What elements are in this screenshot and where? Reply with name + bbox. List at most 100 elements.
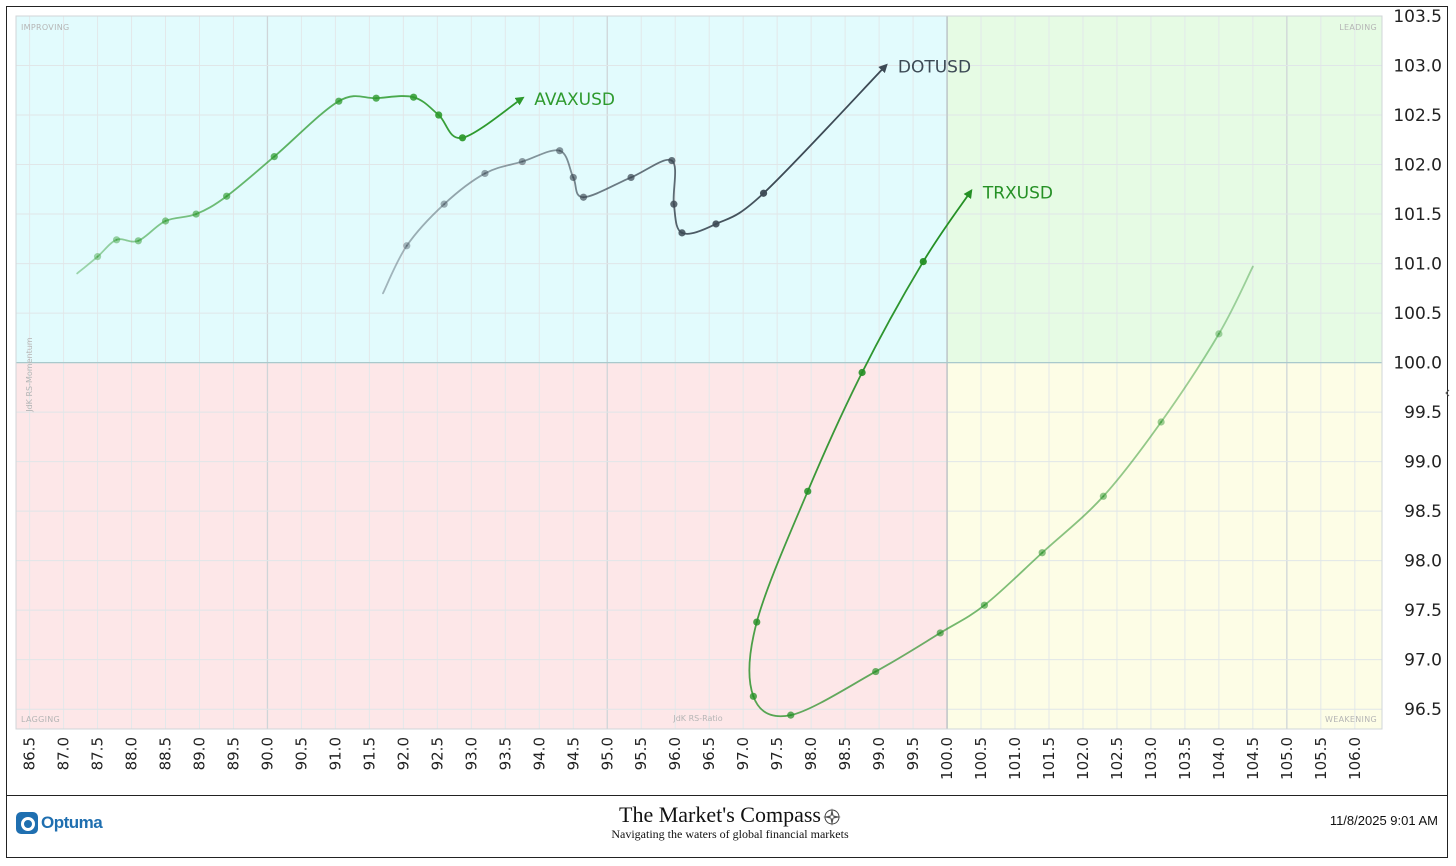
x-tick-label: 106.0	[1346, 737, 1364, 780]
data-point[interactable]	[435, 111, 443, 119]
tail-segment	[752, 695, 792, 718]
data-point[interactable]	[1038, 549, 1046, 557]
rrg-chart[interactable]: IMPROVING LEADING LAGGING WEAKENING JdK …	[0, 0, 1456, 796]
footer-divider	[6, 795, 1448, 796]
data-point[interactable]	[440, 200, 448, 208]
data-point[interactable]	[569, 173, 577, 182]
data-point[interactable]	[372, 94, 380, 102]
x-tick-label: 91.0	[326, 737, 344, 770]
x-tick-label: 89.0	[190, 737, 208, 770]
quadrant-label-improving: IMPROVING	[21, 23, 70, 32]
x-tick-label: 86.5	[21, 737, 39, 770]
data-point[interactable]	[192, 210, 200, 218]
quadrant-label-weakening: WEAKENING	[1325, 715, 1377, 724]
tail-segment	[983, 551, 1044, 607]
x-tick-label: 98.5	[836, 737, 854, 770]
series-dotusd[interactable]: DOTUSD	[382, 58, 971, 295]
quadrant-weakening	[947, 362, 1382, 729]
grid-lines	[15, 15, 1383, 730]
data-point[interactable]	[161, 217, 170, 225]
data-point[interactable]	[670, 200, 678, 208]
data-point[interactable]	[481, 169, 489, 178]
optuma-logo-text: Optuma	[41, 813, 103, 832]
data-point[interactable]	[749, 692, 757, 700]
quadrant-label-lagging: LAGGING	[21, 715, 60, 724]
x-tick-label: 88.0	[123, 737, 141, 770]
tail-segment	[748, 621, 758, 698]
data-point[interactable]	[556, 147, 564, 155]
x-tick-label: 96.5	[700, 737, 718, 770]
data-point[interactable]	[579, 193, 588, 201]
tail-segment	[1218, 265, 1254, 335]
data-point[interactable]	[678, 229, 686, 237]
x-tick-label: 96.0	[666, 737, 684, 770]
data-point[interactable]	[980, 601, 989, 609]
data-point[interactable]	[223, 192, 231, 200]
y-tick-label: 97.0	[1404, 651, 1442, 671]
data-point[interactable]	[919, 257, 927, 266]
y-axis-title: JdK RS-Momentum	[25, 337, 34, 413]
x-tick-label: 98.0	[802, 737, 820, 770]
x-tick-label: 93.5	[496, 737, 514, 770]
tail-segment	[225, 155, 276, 198]
data-point[interactable]	[759, 189, 768, 197]
data-point[interactable]	[1099, 492, 1107, 500]
data-point[interactable]	[270, 153, 278, 161]
x-tick-label: 88.5	[157, 737, 175, 770]
series-label: DOTUSD	[898, 58, 971, 78]
x-tick-label: 94.5	[564, 737, 582, 770]
x-tick-label: 87.5	[89, 737, 107, 770]
timestamp: 11/8/2025 9:01 AM	[1329, 813, 1438, 828]
data-point[interactable]	[1215, 330, 1223, 338]
series-tails[interactable]: AVAXUSD DOTUSD TRXUSD	[76, 58, 1254, 719]
y-axis-ticks: 96.5 97.0 97.5 98.0 98.5 99.0 99.5 100.0 100.5 10…	[1393, 7, 1442, 720]
data-point[interactable]	[335, 97, 343, 105]
data-point[interactable]	[518, 157, 526, 166]
quadrant-backgrounds	[16, 16, 1382, 729]
tail-segment	[874, 632, 942, 673]
x-tick-label: 100.0	[938, 737, 956, 780]
data-point[interactable]	[409, 93, 418, 101]
tail-segment	[1041, 495, 1105, 554]
brand-subtitle: Navigating the waters of global financia…	[611, 827, 849, 841]
data-point[interactable]	[668, 156, 676, 165]
y-tick-label: 97.5	[1404, 601, 1442, 621]
x-axis-title: JdK RS-Ratio	[672, 714, 722, 723]
x-axis-ticks: 86.5 87.0 87.5 88.0 88.5 89.0 89.5 90.0 90.5 91.0…	[21, 737, 1364, 780]
data-point[interactable]	[93, 253, 102, 261]
data-point[interactable]	[112, 236, 121, 244]
data-point[interactable]	[627, 173, 635, 182]
x-tick-label: 102.5	[1108, 737, 1126, 780]
x-tick-label: 104.0	[1210, 737, 1228, 780]
collapse-chevron-icon[interactable]	[1445, 389, 1450, 397]
data-point[interactable]	[804, 487, 812, 495]
tail-segment	[461, 96, 525, 139]
series-label: AVAXUSD	[534, 90, 615, 110]
x-tick-label: 97.0	[734, 737, 752, 770]
brand-title: The Market's Compass	[560, 802, 900, 828]
quadrant-leading	[947, 16, 1382, 363]
data-point[interactable]	[872, 667, 880, 676]
x-tick-label: 104.5	[1244, 737, 1262, 780]
data-point[interactable]	[1157, 418, 1165, 426]
x-tick-label: 92.0	[394, 737, 412, 770]
data-point[interactable]	[753, 618, 761, 626]
quadrant-labels: IMPROVING LEADING LAGGING WEAKENING JdK …	[21, 23, 1377, 724]
data-point[interactable]	[787, 711, 795, 719]
x-tick-label: 101.0	[1006, 737, 1024, 780]
data-point[interactable]	[712, 220, 720, 228]
tail-segment	[96, 238, 118, 258]
quadrant-label-leading: LEADING	[1339, 23, 1377, 32]
chart-frame	[6, 6, 1448, 858]
quadrant-improving	[16, 16, 948, 363]
x-tick-label: 89.5	[224, 737, 242, 770]
data-point[interactable]	[858, 368, 866, 377]
y-tick-label: 102.5	[1393, 106, 1442, 126]
y-tick-label: 102.0	[1393, 156, 1442, 176]
data-point[interactable]	[134, 237, 142, 245]
data-point[interactable]	[403, 242, 411, 250]
series-trxusd[interactable]: TRXUSD	[748, 183, 1254, 719]
data-point[interactable]	[936, 629, 944, 637]
series-avaxusd[interactable]: AVAXUSD	[76, 90, 615, 275]
data-point[interactable]	[458, 134, 467, 142]
